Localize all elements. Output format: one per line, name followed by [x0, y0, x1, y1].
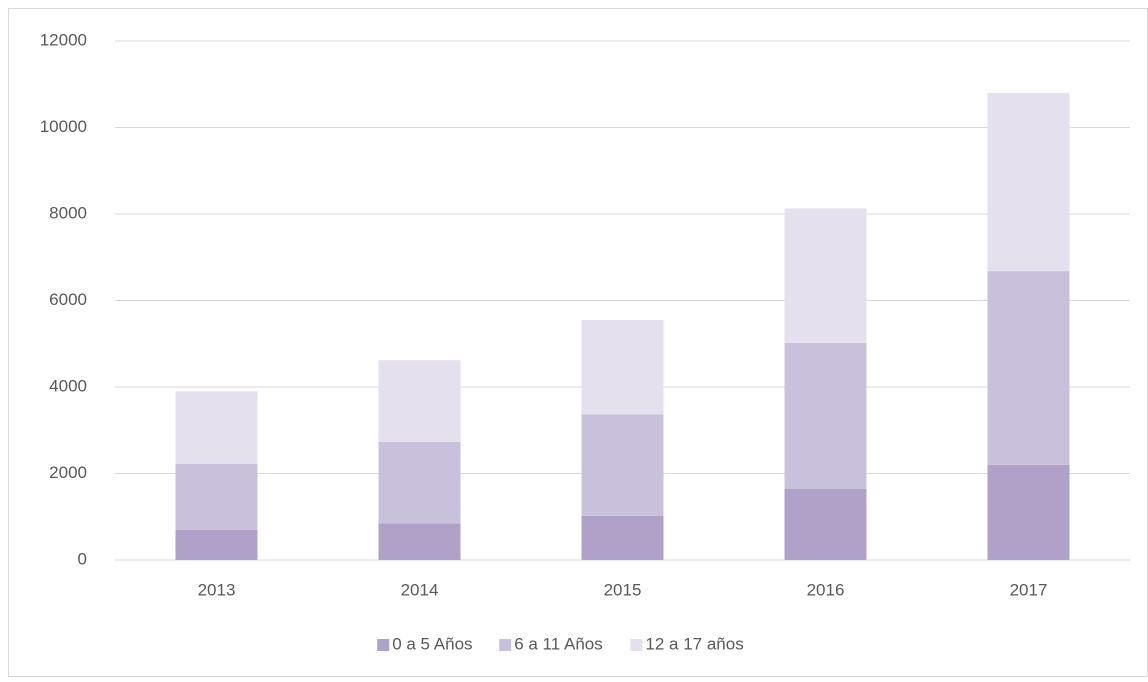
bar-segment [175, 529, 258, 560]
x-tick-label: 2013 [198, 580, 236, 599]
bar-segment [784, 208, 867, 343]
bar-segment [987, 464, 1070, 560]
bar-segment [581, 515, 664, 560]
bar-segment [378, 523, 461, 560]
x-tick-label: 2015 [604, 580, 642, 599]
bar-segment [987, 271, 1070, 465]
y-tick-label: 2000 [49, 463, 87, 482]
y-tick-label: 6000 [49, 290, 87, 309]
y-tick-label: 10000 [40, 117, 87, 136]
bar-segment [784, 488, 867, 560]
bar-segment [987, 92, 1070, 272]
legend-swatch [630, 639, 643, 651]
bar-segment [784, 342, 867, 489]
y-tick-label: 0 [78, 549, 87, 568]
bar-segment [175, 463, 258, 530]
x-tick-label: 2017 [1010, 580, 1048, 599]
bar-segment [175, 391, 258, 464]
chart-border [8, 8, 1148, 677]
bar-segment [378, 441, 461, 524]
y-tick-label: 8000 [49, 203, 87, 222]
bar-segment [581, 414, 664, 516]
legend-label: 0 a 5 Años [392, 634, 472, 653]
bar-segment [378, 360, 461, 442]
x-tick-label: 2014 [401, 580, 439, 599]
legend-label: 12 a 17 años [645, 634, 743, 653]
legend-label: 6 a 11 Años [514, 634, 603, 653]
x-tick-label: 2016 [807, 580, 845, 599]
legend-swatch [377, 639, 390, 651]
y-tick-label: 12000 [40, 30, 87, 49]
y-tick-label: 4000 [49, 376, 87, 395]
bar-segment [581, 319, 664, 415]
legend-swatch [499, 639, 512, 651]
